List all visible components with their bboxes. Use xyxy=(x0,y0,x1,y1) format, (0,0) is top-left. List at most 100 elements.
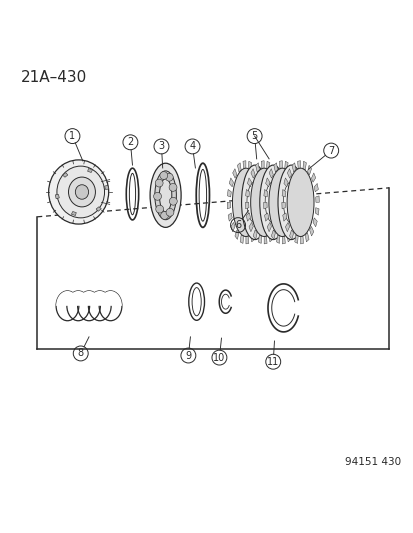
Text: 9: 9 xyxy=(185,351,191,360)
Polygon shape xyxy=(289,165,293,175)
Polygon shape xyxy=(227,189,231,197)
Polygon shape xyxy=(96,207,101,212)
Text: 6: 6 xyxy=(235,220,240,230)
Circle shape xyxy=(165,173,173,181)
Polygon shape xyxy=(297,161,300,168)
Polygon shape xyxy=(252,230,256,239)
Polygon shape xyxy=(247,178,251,187)
Polygon shape xyxy=(228,213,232,221)
Polygon shape xyxy=(254,227,259,236)
Polygon shape xyxy=(287,168,291,178)
Polygon shape xyxy=(245,203,248,209)
Ellipse shape xyxy=(232,168,259,237)
Polygon shape xyxy=(286,233,290,242)
Ellipse shape xyxy=(88,291,111,321)
Ellipse shape xyxy=(283,182,299,223)
Polygon shape xyxy=(296,208,300,215)
Polygon shape xyxy=(88,168,93,173)
Circle shape xyxy=(153,192,161,200)
Polygon shape xyxy=(291,163,295,172)
Polygon shape xyxy=(266,222,271,232)
Polygon shape xyxy=(281,203,285,209)
Polygon shape xyxy=(282,213,286,221)
Polygon shape xyxy=(283,178,287,187)
Polygon shape xyxy=(234,230,238,239)
Polygon shape xyxy=(271,230,275,239)
Polygon shape xyxy=(230,222,235,232)
Polygon shape xyxy=(104,185,109,189)
Ellipse shape xyxy=(78,291,100,321)
Polygon shape xyxy=(268,233,272,242)
Polygon shape xyxy=(71,212,76,215)
Polygon shape xyxy=(237,163,241,172)
Polygon shape xyxy=(250,168,254,178)
Ellipse shape xyxy=(259,165,286,240)
Ellipse shape xyxy=(265,182,281,223)
Polygon shape xyxy=(227,203,230,209)
Circle shape xyxy=(166,208,173,216)
Polygon shape xyxy=(311,173,315,182)
Text: 3: 3 xyxy=(158,141,164,151)
Text: 2: 2 xyxy=(127,138,133,147)
Polygon shape xyxy=(291,227,295,236)
Text: 1: 1 xyxy=(69,131,75,141)
Polygon shape xyxy=(273,227,277,236)
Polygon shape xyxy=(278,208,282,215)
Ellipse shape xyxy=(287,168,313,237)
Polygon shape xyxy=(245,236,248,244)
Polygon shape xyxy=(312,218,316,227)
Polygon shape xyxy=(250,233,254,242)
Polygon shape xyxy=(264,213,268,221)
Circle shape xyxy=(169,197,177,205)
Polygon shape xyxy=(284,161,287,170)
Polygon shape xyxy=(266,161,269,170)
Ellipse shape xyxy=(241,165,268,240)
Polygon shape xyxy=(289,230,293,239)
Polygon shape xyxy=(309,227,313,236)
Text: 5: 5 xyxy=(251,131,257,141)
Polygon shape xyxy=(261,161,263,168)
Polygon shape xyxy=(285,222,289,232)
Text: 10: 10 xyxy=(213,353,225,362)
Polygon shape xyxy=(240,235,243,244)
Polygon shape xyxy=(263,203,266,209)
Polygon shape xyxy=(300,236,303,244)
Text: 11: 11 xyxy=(266,357,279,367)
Polygon shape xyxy=(263,236,266,244)
Polygon shape xyxy=(229,178,233,187)
Circle shape xyxy=(159,172,167,180)
Polygon shape xyxy=(315,196,318,203)
Polygon shape xyxy=(252,165,256,175)
Polygon shape xyxy=(62,173,68,177)
Circle shape xyxy=(155,205,163,213)
Polygon shape xyxy=(314,208,318,215)
Ellipse shape xyxy=(268,168,295,237)
Polygon shape xyxy=(271,165,275,175)
Polygon shape xyxy=(268,168,273,178)
Polygon shape xyxy=(297,196,300,203)
Polygon shape xyxy=(294,235,297,244)
Polygon shape xyxy=(281,189,285,197)
Polygon shape xyxy=(258,218,262,227)
Polygon shape xyxy=(259,183,263,192)
Polygon shape xyxy=(258,235,261,244)
Text: 21A–430: 21A–430 xyxy=(21,70,87,85)
Polygon shape xyxy=(248,222,253,232)
Polygon shape xyxy=(274,173,279,182)
Polygon shape xyxy=(294,218,298,227)
Ellipse shape xyxy=(56,291,78,321)
Polygon shape xyxy=(313,183,318,192)
Polygon shape xyxy=(273,163,277,172)
Polygon shape xyxy=(292,173,297,182)
Ellipse shape xyxy=(159,179,171,212)
Polygon shape xyxy=(279,196,282,203)
Text: 7: 7 xyxy=(327,146,334,156)
Circle shape xyxy=(169,183,176,191)
Polygon shape xyxy=(255,163,259,172)
Ellipse shape xyxy=(154,171,176,220)
Circle shape xyxy=(160,212,168,220)
Text: 8: 8 xyxy=(78,349,83,358)
Polygon shape xyxy=(282,236,285,244)
Ellipse shape xyxy=(99,291,122,321)
Polygon shape xyxy=(261,196,264,203)
